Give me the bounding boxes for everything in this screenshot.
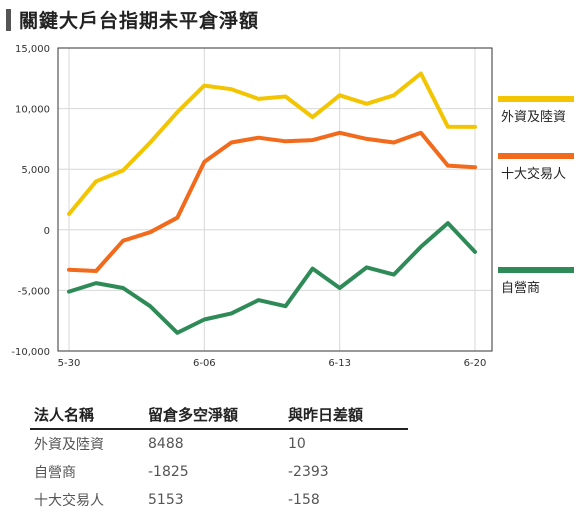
y-tick-label: 10,000 — [15, 105, 50, 116]
table-row: 十大交易人 5153 -158 — [30, 486, 408, 514]
table-cell-diff: 10 — [288, 436, 306, 452]
x-tick-label: 5-30 — [58, 358, 81, 369]
series-line — [67, 130, 477, 273]
table-cell-net: 5153 — [148, 492, 184, 508]
table-cell-diff: -2393 — [288, 464, 329, 480]
legend-swatch — [498, 96, 574, 102]
legend-swatch — [498, 153, 574, 159]
table-header-row: 法人名稱 留倉多空淨額 與昨日差額 — [30, 400, 408, 430]
chart-header: 關鍵大戶台指期未平倉淨額 — [6, 6, 259, 33]
table-header-net: 留倉多空淨額 — [148, 405, 239, 424]
page-title: 關鍵大戶台指期未平倉淨額 — [19, 10, 260, 32]
table-header-diff: 與昨日差額 — [288, 405, 364, 424]
x-tick-label: 6-20 — [464, 358, 487, 369]
y-tick-label: 5,000 — [21, 165, 50, 176]
y-tick-label: 0 — [44, 226, 50, 237]
y-tick-label: 15,000 — [15, 44, 50, 55]
plot-border — [57, 47, 493, 352]
y-tick-label: -5,000 — [18, 286, 50, 297]
legend-label: 十大交易人 — [501, 166, 566, 182]
legend-swatch — [498, 267, 574, 273]
table-cell-net: -1825 — [148, 464, 189, 480]
series-line — [67, 221, 477, 335]
line-chart: 15,000 10,000 5,000 0 -5,000 -10,000 5-30 6-06 6… — [11, 44, 574, 369]
table-header-name: 法人名稱 — [34, 405, 95, 424]
table-cell-name: 十大交易人 — [34, 493, 104, 509]
table-cell-name: 外資及陸資 — [34, 437, 104, 453]
title-accent-bar — [6, 8, 11, 31]
table-cell-diff: -158 — [288, 492, 320, 508]
legend-label: 自營商 — [501, 281, 540, 296]
table-cell-name: 自營商 — [34, 465, 76, 481]
legend-label: 外資及陸資 — [501, 109, 566, 125]
table-row: 外資及陸資 8488 10 — [30, 430, 408, 458]
x-tick-label: 6-06 — [193, 358, 216, 369]
series-line — [67, 71, 477, 216]
x-tick-label: 6-13 — [328, 358, 351, 369]
institutional-table: 法人名稱 留倉多空淨額 與昨日差額 外資及陸資 8488 10 自營商 -182… — [30, 400, 408, 514]
table-cell-net: 8488 — [148, 436, 184, 452]
table-row: 自營商 -1825 -2393 — [30, 458, 408, 486]
y-tick-label: -10,000 — [11, 347, 50, 358]
